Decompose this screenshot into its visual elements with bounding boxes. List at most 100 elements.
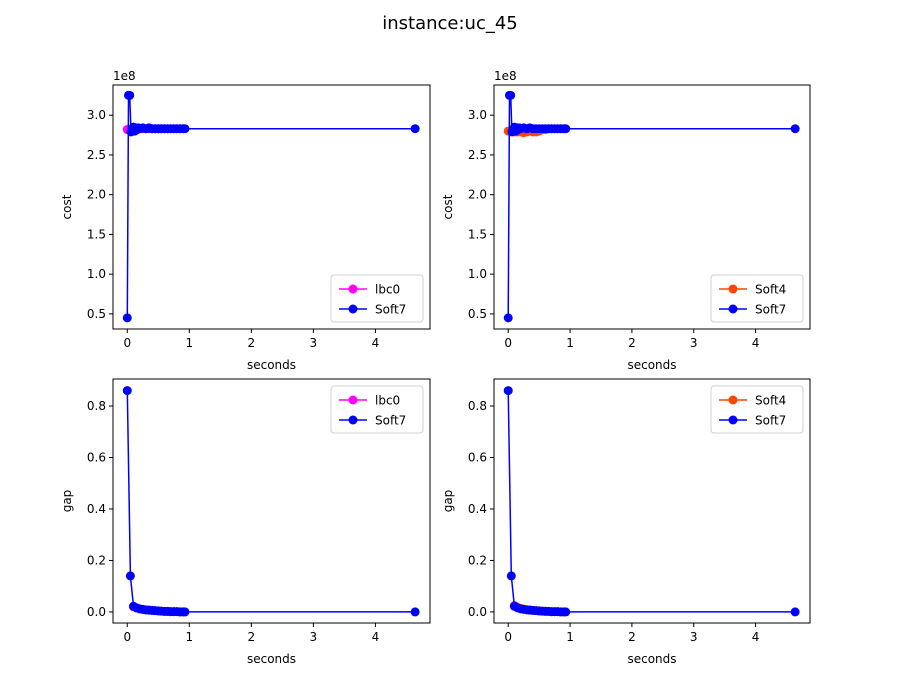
legend-label-Soft7: Soft7 xyxy=(375,414,406,428)
legend: lbc0 Soft7 xyxy=(330,274,424,323)
x-tick-label: 2 xyxy=(248,630,256,644)
axis-offset-text: 1e8 xyxy=(494,69,517,83)
data-point-Soft7 xyxy=(561,124,571,134)
data-point-Soft7 xyxy=(410,607,420,617)
x-tick-label: 4 xyxy=(372,630,380,644)
legend-marker-Soft7 xyxy=(728,304,738,314)
x-tick-label: 3 xyxy=(310,336,318,350)
subplot-4: 0 1 2 3 4 0.0 0.2 0.4 0.6 0.8 seconds gap Soft4 Soft7 xyxy=(441,378,811,666)
data-point-Soft7 xyxy=(503,386,513,396)
subplot-3: 0 1 2 3 4 0.0 0.2 0.4 0.6 0.8 seconds gap lbc0 Soft7 xyxy=(60,378,431,666)
plot-area xyxy=(503,386,800,617)
legend-marker-Soft7 xyxy=(728,415,738,425)
y-tick-label: 0.6 xyxy=(468,451,487,465)
subplot-2: 0 1 2 3 4 0.5 1.0 1.5 2.0 2.5 3.0 seconds cost 1e8 Sof… xyxy=(441,69,811,372)
x-axis-label: seconds xyxy=(247,652,296,666)
x-tick-label: 0 xyxy=(123,336,131,350)
plot-area xyxy=(122,90,420,323)
x-tick-label: 2 xyxy=(628,336,636,350)
data-point-Soft7 xyxy=(125,90,135,100)
y-tick-label: 0.8 xyxy=(87,399,106,413)
x-tick-label: 4 xyxy=(372,336,380,350)
legend: Soft4 Soft7 xyxy=(710,385,804,434)
legend: lbc0 Soft7 xyxy=(330,385,424,434)
x-tick-label: 1 xyxy=(185,630,193,644)
x-tick-label: 4 xyxy=(752,630,760,644)
legend-label-Soft4: Soft4 xyxy=(755,283,786,297)
x-tick-label: 0 xyxy=(504,336,512,350)
legend-marker-lbc0 xyxy=(348,284,358,294)
x-tick-label: 1 xyxy=(566,630,574,644)
figure-suptitle: instance:uc_45 xyxy=(382,13,518,34)
y-tick-label: 2.0 xyxy=(468,188,487,202)
y-tick-label: 0.6 xyxy=(87,451,106,465)
x-tick-label: 1 xyxy=(566,336,574,350)
y-tick-label: 3.0 xyxy=(87,108,106,122)
legend-label-Soft4: Soft4 xyxy=(755,394,786,408)
y-tick-label: 3.0 xyxy=(468,108,487,122)
plot-area xyxy=(122,386,420,617)
plot-area xyxy=(503,90,800,323)
x-tick-label: 4 xyxy=(752,336,760,350)
x-axis-label: seconds xyxy=(247,358,296,372)
data-point-Soft7 xyxy=(122,386,132,396)
data-point-Soft7 xyxy=(506,90,516,100)
y-axis-label: cost xyxy=(60,194,74,219)
y-tick-label: 0.4 xyxy=(468,502,487,516)
y-tick-label: 2.5 xyxy=(468,148,487,162)
y-axis-label: cost xyxy=(441,194,455,219)
legend-marker-Soft7 xyxy=(348,415,358,425)
y-tick-label: 2.5 xyxy=(87,148,106,162)
legend-label-Soft7: Soft7 xyxy=(755,303,786,317)
y-tick-label: 0.5 xyxy=(468,307,487,321)
x-tick-label: 3 xyxy=(690,336,698,350)
data-point-Soft7 xyxy=(122,313,132,323)
y-tick-label: 0.8 xyxy=(468,399,487,413)
x-tick-label: 0 xyxy=(123,630,131,644)
x-axis-label: seconds xyxy=(627,358,676,372)
legend-marker-Soft7 xyxy=(348,304,358,314)
legend-marker-lbc0 xyxy=(348,395,358,405)
x-axis-label: seconds xyxy=(627,652,676,666)
data-point-Soft7 xyxy=(180,124,190,134)
subplots: 0 1 2 3 4 0.5 1.0 1.5 2.0 2.5 3.0 seconds cost 1e8 lbc… xyxy=(60,69,811,666)
data-point-Soft7 xyxy=(125,571,135,581)
data-point-Soft7 xyxy=(180,607,190,617)
y-tick-label: 1.5 xyxy=(468,227,487,241)
y-axis-label: gap xyxy=(441,490,455,513)
y-tick-label: 0.2 xyxy=(87,553,106,567)
data-point-Soft7 xyxy=(561,607,571,617)
y-tick-label: 0.4 xyxy=(87,502,106,516)
legend-label-Soft7: Soft7 xyxy=(375,303,406,317)
x-tick-label: 3 xyxy=(690,630,698,644)
legend-marker-Soft4 xyxy=(728,284,738,294)
data-point-Soft7 xyxy=(506,571,516,581)
axes-frame xyxy=(112,84,431,330)
y-tick-label: 1.0 xyxy=(87,267,106,281)
legend-marker-Soft4 xyxy=(728,395,738,405)
y-tick-label: 1.0 xyxy=(468,267,487,281)
y-tick-label: 2.0 xyxy=(87,188,106,202)
y-tick-label: 0.2 xyxy=(468,553,487,567)
y-tick-label: 1.5 xyxy=(87,227,106,241)
subplot-1: 0 1 2 3 4 0.5 1.0 1.5 2.0 2.5 3.0 seconds cost 1e8 lbc… xyxy=(60,69,431,372)
y-tick-label: 0.0 xyxy=(468,605,487,619)
data-point-Soft7 xyxy=(790,124,800,134)
x-tick-label: 2 xyxy=(248,336,256,350)
y-tick-label: 0.0 xyxy=(87,605,106,619)
legend-label-lbc0: lbc0 xyxy=(375,394,400,408)
axes-frame xyxy=(493,84,811,330)
x-tick-label: 1 xyxy=(185,336,193,350)
x-tick-label: 0 xyxy=(504,630,512,644)
legend: Soft4 Soft7 xyxy=(710,274,804,323)
x-tick-label: 3 xyxy=(310,630,318,644)
axes-frame xyxy=(493,378,811,624)
data-point-Soft7 xyxy=(790,607,800,617)
legend-label-Soft7: Soft7 xyxy=(755,414,786,428)
y-axis-label: gap xyxy=(60,490,74,513)
y-tick-label: 0.5 xyxy=(87,307,106,321)
axis-offset-text: 1e8 xyxy=(113,69,136,83)
x-tick-label: 2 xyxy=(628,630,636,644)
